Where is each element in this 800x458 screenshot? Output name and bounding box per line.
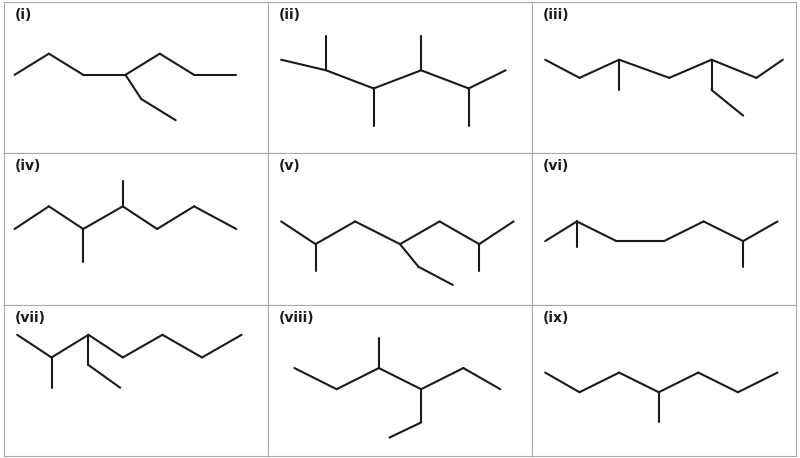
Text: (iii): (iii) bbox=[542, 8, 569, 22]
Text: (vi): (vi) bbox=[542, 159, 569, 174]
Text: (i): (i) bbox=[14, 8, 32, 22]
Text: (vii): (vii) bbox=[14, 311, 46, 325]
Text: (viii): (viii) bbox=[278, 311, 314, 325]
Text: (ii): (ii) bbox=[278, 8, 301, 22]
Text: (iv): (iv) bbox=[14, 159, 41, 174]
Text: (ix): (ix) bbox=[542, 311, 569, 325]
Text: (v): (v) bbox=[278, 159, 300, 174]
